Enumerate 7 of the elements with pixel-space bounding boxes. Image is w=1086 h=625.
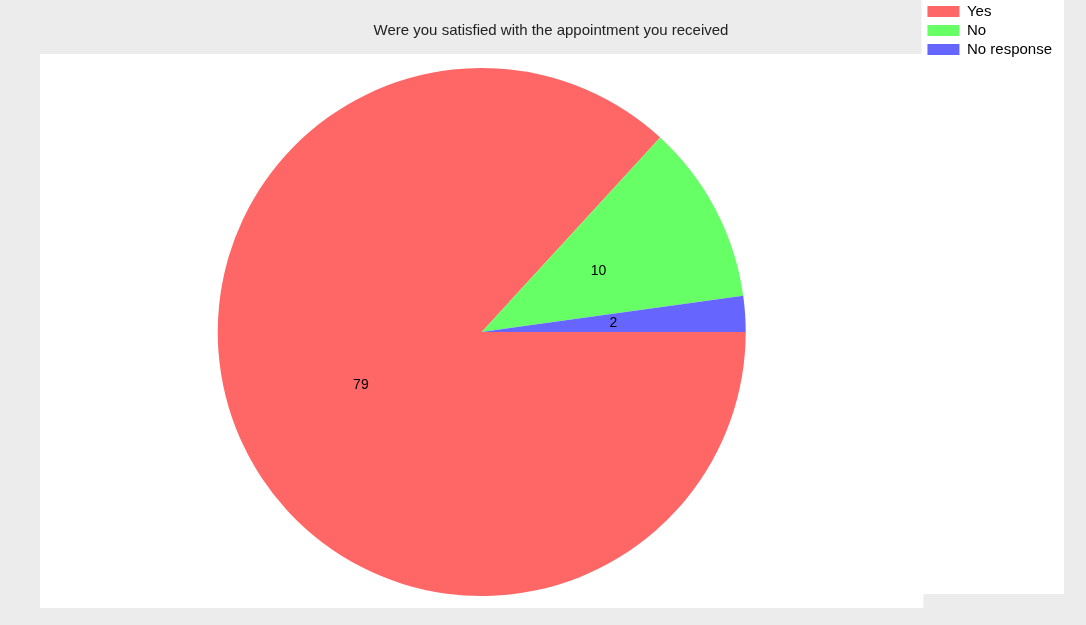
legend-label: No response xyxy=(966,39,1053,57)
data-label: 2 xyxy=(609,313,618,330)
data-label: 10 xyxy=(590,261,607,278)
legend-label: No xyxy=(966,20,987,38)
text: Were you satisfied with the appointment you received xyxy=(373,21,729,39)
legend-label: Yes xyxy=(966,1,992,19)
data-label: 79 xyxy=(353,375,369,392)
